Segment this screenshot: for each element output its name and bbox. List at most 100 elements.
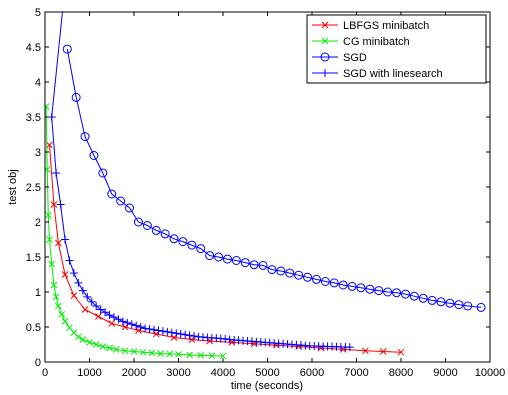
data-point <box>196 244 206 254</box>
x-tick-label: 1000 <box>77 367 101 379</box>
x-tick-label: 8000 <box>389 367 413 379</box>
data-point <box>61 235 70 244</box>
data-point <box>47 113 56 121</box>
data-point <box>70 292 78 299</box>
data-point <box>214 252 224 262</box>
data-point <box>125 203 135 213</box>
legend: LBFGS minibatch CG minibatch SGD SGD with l… <box>306 14 487 84</box>
data-point <box>347 281 357 291</box>
data-point <box>101 308 110 317</box>
data-point <box>50 201 58 208</box>
data-point <box>258 260 268 270</box>
data-point <box>329 278 339 288</box>
data-point <box>383 287 393 297</box>
data-point <box>92 341 100 348</box>
data-point <box>163 327 172 336</box>
data-point <box>311 274 321 284</box>
data-point <box>345 343 354 352</box>
data-point <box>45 103 50 110</box>
data-point <box>208 352 216 360</box>
data-point <box>151 225 161 235</box>
data-point <box>190 332 199 341</box>
data-point <box>132 321 141 330</box>
data-point <box>54 302 62 310</box>
data-point <box>249 260 259 270</box>
series-3 <box>62 44 486 312</box>
data-point <box>56 200 65 209</box>
data-point <box>81 306 89 313</box>
legend-marker <box>321 21 329 29</box>
data-point <box>454 300 464 310</box>
data-point <box>123 318 132 327</box>
data-point <box>400 289 410 299</box>
x-ticks: 0 1000 2000 3000 4000 5000 6000 7000 8000 9000 100… <box>42 12 505 379</box>
data-point <box>409 291 419 301</box>
data-point <box>160 229 170 239</box>
data-point <box>75 333 82 341</box>
data-point <box>45 211 52 219</box>
data-point <box>374 286 384 296</box>
data-point <box>87 297 96 306</box>
data-point <box>79 336 87 343</box>
data-point <box>181 330 190 339</box>
data-point <box>92 302 101 310</box>
data-point <box>142 221 152 230</box>
data-point <box>158 327 167 336</box>
data-point <box>176 330 185 338</box>
data-point <box>112 346 120 353</box>
x-tick-label: 5000 <box>255 367 279 379</box>
legend-label: LBFGS minibatch <box>343 20 429 32</box>
data-point <box>118 317 127 326</box>
data-point <box>365 284 375 294</box>
y-axis-label: test obj <box>7 169 19 204</box>
data-point <box>50 281 58 289</box>
data-point <box>127 320 136 329</box>
y-tick-label: 2 <box>35 217 41 229</box>
legend-label: SGD <box>343 52 367 64</box>
data-point <box>105 311 114 320</box>
data-point <box>133 217 143 227</box>
data-point <box>46 236 53 243</box>
data-point <box>240 258 250 268</box>
data-point <box>476 302 486 312</box>
data-point <box>267 265 277 275</box>
data-point <box>65 256 74 265</box>
y-tick-label: 4 <box>35 77 41 89</box>
legend-entry: LBFGS minibatch <box>312 20 429 32</box>
data-point <box>276 266 286 276</box>
data-point <box>178 237 188 247</box>
data-point <box>108 320 116 327</box>
x-tick-label: 0 <box>42 367 48 379</box>
data-point <box>445 298 455 308</box>
data-point <box>107 189 117 199</box>
data-point <box>130 348 138 355</box>
series-2 <box>45 103 227 360</box>
x-tick-label: 4000 <box>211 367 235 379</box>
x-tick-label: 2000 <box>122 367 146 379</box>
y-tick-label: 2.5 <box>26 182 41 194</box>
legend-marker <box>320 52 330 62</box>
y-tick-label: 1.5 <box>26 252 41 264</box>
data-point <box>303 272 313 282</box>
data-point <box>61 318 69 325</box>
x-axis-label: time (seconds) <box>231 380 303 392</box>
data-point <box>96 305 105 314</box>
y-tick-label: 5 <box>35 7 41 19</box>
data-point <box>116 196 126 206</box>
data-point <box>222 254 232 264</box>
y-tick-label: 3 <box>35 147 41 159</box>
data-point <box>150 325 159 334</box>
data-point <box>48 260 56 268</box>
data-point <box>219 352 227 360</box>
data-point <box>172 329 181 338</box>
x-tick-label: 10000 <box>475 367 506 379</box>
data-point <box>231 256 241 265</box>
data-point <box>185 331 194 340</box>
data-point <box>86 339 93 346</box>
data-point <box>61 271 69 278</box>
data-point <box>83 292 92 301</box>
y-ticks: 0 0.5 1 1.5 2 2.5 3 3.5 4 4.5 5 <box>26 7 490 369</box>
data-point <box>392 288 402 298</box>
y-tick-label: 0 <box>35 357 41 369</box>
